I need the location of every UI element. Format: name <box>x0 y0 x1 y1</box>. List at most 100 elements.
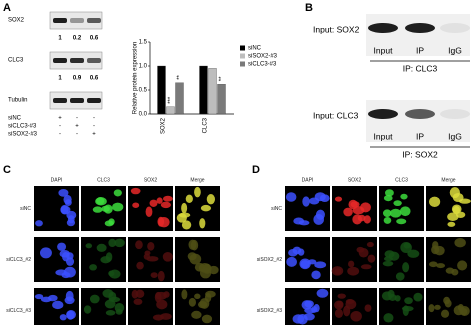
condition-sign: - <box>76 132 78 138</box>
y-tick-label: 0.5 <box>139 88 148 94</box>
blot-strip <box>366 14 470 56</box>
cell <box>334 196 343 202</box>
condition-sign: - <box>76 116 78 122</box>
quant-label: 1 <box>58 76 62 82</box>
column-header: CLC3 <box>395 177 408 183</box>
row-label: siSOX2_#3 <box>257 308 283 314</box>
cell <box>383 313 394 323</box>
cell <box>286 256 297 267</box>
micrograph <box>175 186 220 231</box>
cell <box>64 199 72 207</box>
cell <box>440 309 450 318</box>
cell <box>178 212 191 218</box>
cell <box>136 261 144 270</box>
cell <box>160 201 172 209</box>
cell <box>194 186 201 198</box>
micrograph <box>379 186 424 231</box>
cell <box>429 196 441 207</box>
quant-label: 1 <box>58 36 62 42</box>
cell <box>96 197 105 205</box>
micrograph <box>285 288 330 325</box>
y-tick-label: 0.0 <box>139 112 148 118</box>
quant-label: 0.6 <box>90 76 99 82</box>
cell <box>387 289 395 298</box>
lane-label: IgG <box>448 131 462 141</box>
cell <box>311 270 321 280</box>
cell <box>347 260 355 268</box>
micrograph <box>379 237 424 282</box>
cell <box>201 314 213 324</box>
blot-band <box>368 109 398 119</box>
cell <box>313 303 320 313</box>
cell <box>162 251 173 262</box>
cell <box>66 210 77 220</box>
micrograph <box>285 237 330 282</box>
bar <box>217 84 226 115</box>
input-label: Input: CLC3 <box>313 110 359 120</box>
micrograph <box>34 288 79 325</box>
micrograph <box>128 237 173 282</box>
cell <box>191 310 202 319</box>
bar <box>175 82 184 115</box>
y-axis-label: Relative protein expression <box>133 42 139 114</box>
cell <box>364 304 372 312</box>
cell <box>457 260 468 271</box>
cell <box>383 216 392 224</box>
cell <box>34 293 44 300</box>
cell <box>400 193 408 200</box>
cell <box>301 300 313 310</box>
micrograph <box>331 237 377 282</box>
cell <box>112 202 124 212</box>
blot-band <box>368 23 398 33</box>
row-label: siNC <box>271 206 282 212</box>
cell <box>162 195 173 202</box>
cell <box>396 218 407 225</box>
y-tick-label: 1.0 <box>139 64 148 70</box>
cell <box>108 270 115 277</box>
quant-label: 0.2 <box>73 36 82 42</box>
cell <box>358 247 369 258</box>
bar <box>208 68 217 115</box>
cell <box>108 238 117 248</box>
cell <box>401 305 414 312</box>
condition-sign: + <box>75 124 79 130</box>
cell <box>59 249 70 258</box>
legend-label: siSOX2-#3 <box>248 54 278 60</box>
cell <box>105 310 116 316</box>
cell <box>451 204 462 214</box>
micrograph <box>81 237 126 282</box>
micrograph <box>128 186 173 231</box>
micrograph <box>332 288 377 325</box>
condition-label: siCLC3-#3 <box>8 124 37 130</box>
cell <box>444 299 452 308</box>
cell <box>66 219 76 227</box>
micrograph <box>426 186 471 231</box>
micrograph <box>81 186 126 231</box>
cell <box>66 310 75 320</box>
cell <box>149 199 158 207</box>
blot-label: CLC3 <box>8 58 24 64</box>
input-label: Input: SOX2 <box>313 24 360 34</box>
cell <box>59 314 67 321</box>
cell <box>382 209 392 218</box>
blot-band <box>53 58 67 63</box>
blot-band <box>70 98 84 103</box>
cell <box>288 248 298 257</box>
row-label: siNC <box>20 206 31 212</box>
condition-label: siNC <box>8 116 22 122</box>
bar <box>199 65 208 115</box>
cell <box>350 201 360 208</box>
micrograph <box>128 288 173 325</box>
cell <box>61 272 71 279</box>
cell <box>188 297 196 307</box>
cell <box>285 192 297 202</box>
cell <box>96 243 107 252</box>
micrograph <box>426 237 471 282</box>
legend-label: siCLC3-#3 <box>248 62 277 68</box>
cell <box>383 195 393 202</box>
micrograph <box>426 288 471 325</box>
panel-letter: C <box>3 164 11 176</box>
cell <box>160 313 172 320</box>
cell <box>92 206 103 213</box>
cell <box>154 291 162 303</box>
